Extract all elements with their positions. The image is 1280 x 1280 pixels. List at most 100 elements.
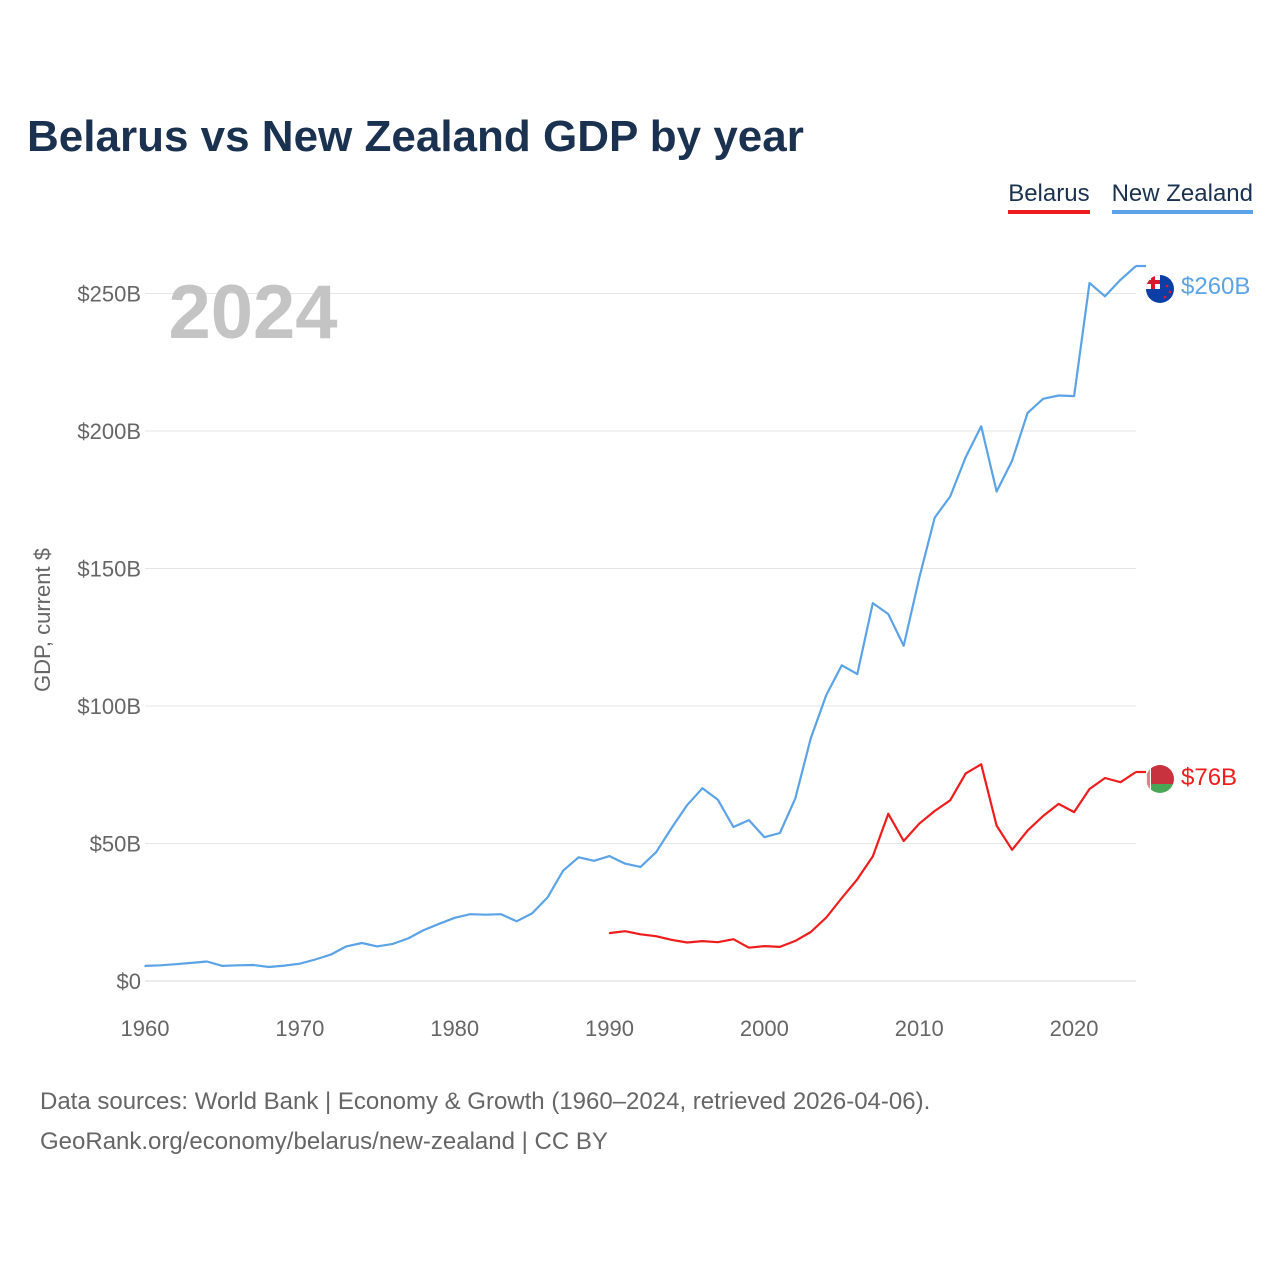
new-zealand-point-1980	[453, 917, 456, 919]
legend-item-new-zealand[interactable]: New Zealand	[1111, 180, 1253, 214]
new-zealand-point-1994	[670, 827, 673, 829]
new-zealand-point-1990	[608, 855, 611, 857]
new-zealand-point-1973	[345, 945, 348, 948]
new-zealand-point-2011	[933, 516, 936, 519]
source-line-2[interactable]: GeoRank.org/economy/belarus/new-zealand …	[40, 1128, 608, 1155]
y-axis-label: GDP, current $	[30, 548, 55, 692]
x-tick-label-2020: 2020	[1050, 1016, 1099, 1041]
new-zealand-point-1964	[206, 960, 208, 963]
new-zealand-point-1960	[144, 965, 146, 967]
new-zealand-point-1966	[237, 964, 239, 967]
y-tick-label-50: $50B	[90, 832, 141, 857]
new-zealand-point-1977	[407, 937, 410, 940]
new-zealand-point-2007	[872, 602, 874, 604]
new-zealand-point-2019	[1057, 394, 1060, 397]
new-zealand-point-1967	[252, 964, 255, 966]
new-zealand-point-2005	[841, 664, 843, 667]
new-zealand-point-1970	[299, 962, 301, 965]
new-zealand-series-line	[144, 265, 1137, 969]
new-zealand-point-1997	[717, 799, 719, 801]
belarus-point-2004	[825, 916, 828, 919]
new-zealand-point-2021	[1088, 282, 1091, 284]
new-zealand-point-1978	[422, 929, 425, 931]
belarus-point-2020	[1073, 811, 1075, 813]
source-line-1: Data sources: World Bank | Economy & Gro…	[40, 1088, 931, 1115]
new-zealand-point-1982	[484, 913, 487, 916]
belarus-point-2017	[1026, 829, 1029, 832]
new-zealand-point-2015	[995, 490, 998, 493]
belarus-point-2012	[949, 799, 951, 802]
new-zealand-point-2012	[949, 495, 951, 498]
new-zealand-point-1975	[376, 945, 379, 948]
belarus-flag-icon	[1146, 765, 1174, 793]
new-zealand-point-1968	[268, 966, 270, 968]
new-zealand-point-2018	[1042, 398, 1044, 400]
new-zealand-point-2002	[794, 797, 797, 800]
new-zealand-point-1963	[190, 962, 193, 964]
new-zealand-point-2001	[779, 832, 781, 834]
legend-item-belarus[interactable]: Belarus	[1008, 180, 1090, 214]
new-zealand-point-1993	[655, 851, 657, 854]
new-zealand-point-1979	[438, 923, 441, 925]
new-zealand-point-1985	[531, 912, 533, 915]
y-tick-label-250: $250B	[77, 282, 141, 307]
belarus-point-2003	[810, 931, 812, 933]
new-zealand-point-1987	[562, 869, 564, 872]
x-tick-label-1980: 1980	[430, 1016, 479, 1041]
new-zealand-point-2017	[1026, 412, 1029, 414]
new-zealand-point-1988	[577, 856, 580, 859]
new-zealand-point-1961	[159, 964, 162, 967]
belarus-point-2005	[841, 897, 843, 899]
belarus-point-2018	[1042, 815, 1044, 817]
new-zealand-point-2000	[763, 836, 766, 838]
new-zealand-point-1965	[221, 965, 224, 967]
y-tick-label-150: $150B	[77, 557, 141, 582]
new-zealand-point-1989	[593, 860, 595, 862]
legend: Belarus New Zealand	[1008, 180, 1253, 214]
new-zealand-point-2006	[856, 673, 859, 675]
new-zealand-point-2008	[887, 613, 890, 615]
new-zealand-point-1974	[361, 942, 363, 944]
new-zealand-point-1998	[732, 826, 735, 828]
new-zealand-point-1996	[701, 787, 704, 789]
belarus-point-2006	[856, 878, 859, 881]
belarus-point-2009	[902, 840, 905, 842]
source-note: Data sources: World Bank | Economy & Gro…	[40, 1082, 930, 1162]
new-zealand-point-1972	[330, 953, 332, 956]
belarus-point-1998	[732, 938, 735, 940]
x-tick-label-1970: 1970	[275, 1016, 324, 1041]
belarus-point-2001	[779, 946, 781, 948]
belarus-point-2022	[1104, 777, 1106, 779]
new-zealand-point-1995	[686, 804, 688, 807]
belarus-end-value: $76B	[1181, 764, 1237, 791]
new-zealand-point-2022	[1104, 295, 1106, 298]
belarus-point-2023	[1119, 781, 1122, 783]
current-year-label: 2024	[168, 270, 337, 355]
new-zealand-point-1984	[515, 920, 518, 923]
x-tick-label-2010: 2010	[895, 1016, 944, 1041]
belarus-point-2002	[794, 940, 797, 942]
new-zealand-point-2003	[810, 737, 812, 739]
new-zealand-point-1971	[314, 958, 317, 961]
belarus-point-2008	[887, 813, 890, 815]
y-tick-label-200: $200B	[77, 419, 141, 444]
new-zealand-point-2010	[918, 577, 920, 579]
belarus-point-2011	[933, 810, 936, 812]
belarus-point-2021	[1088, 788, 1091, 790]
new-zealand-point-1992	[639, 866, 642, 868]
y-tick-label-0: $0	[117, 969, 141, 994]
belarus-point-1997	[717, 941, 719, 943]
new-zealand-point-1999	[748, 819, 750, 821]
new-zealand-point-2016	[1011, 459, 1013, 462]
new-zealand-end-value: $260B	[1181, 273, 1250, 300]
new-zealand-point-2009	[902, 645, 905, 647]
belarus-point-2015	[995, 824, 998, 827]
belarus-point-2010	[918, 822, 920, 825]
belarus-point-1999	[748, 946, 750, 949]
new-zealand-point-1986	[546, 896, 549, 899]
new-zealand-point-2014	[980, 425, 982, 428]
new-zealand-flag-icon	[1146, 275, 1174, 303]
new-zealand-point-1983	[500, 913, 502, 915]
belarus-point-2013	[964, 772, 967, 775]
